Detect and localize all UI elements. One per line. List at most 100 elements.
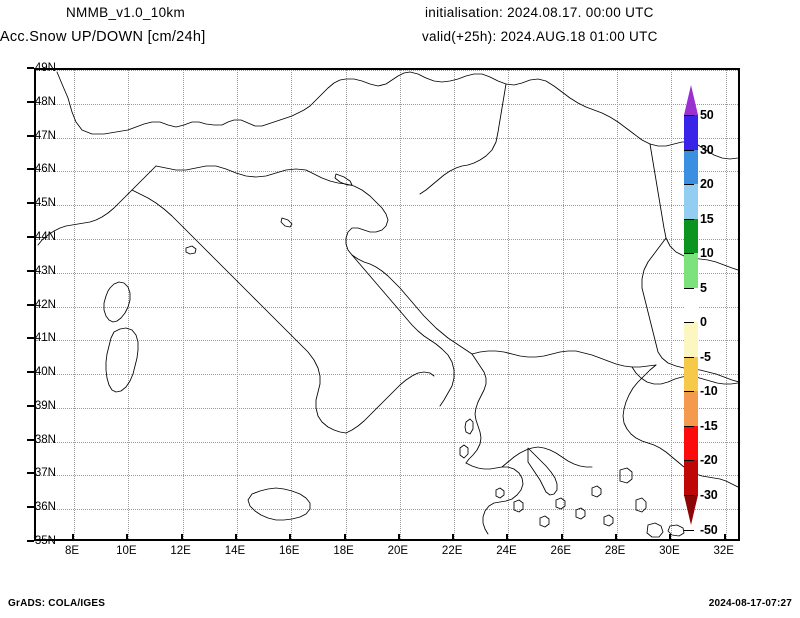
longitude-tick-label: 20E <box>387 545 409 557</box>
longitude-tick-label: 8E <box>64 545 80 557</box>
gridline-horizontal <box>36 509 738 511</box>
latitude-tick-mark <box>27 438 34 441</box>
colorbar-tick-mark <box>684 115 694 116</box>
latitude-tick-label: 37N <box>34 467 56 480</box>
gridline-horizontal <box>36 441 738 443</box>
colorbar-band <box>684 149 698 185</box>
colorbar-tick-label: -5 <box>700 349 711 364</box>
colorbar-tick-mark <box>684 218 694 220</box>
latitude-tick-mark <box>27 67 34 69</box>
latitude-tick-label: 35N <box>34 535 56 547</box>
latitude-tick-label: 45N <box>34 197 56 210</box>
gridline-vertical <box>345 70 347 539</box>
colorbar-tick-label: 50 <box>700 108 714 122</box>
gridline-horizontal <box>36 70 738 71</box>
longitude-tick-mark <box>452 534 455 541</box>
map-plot-frame <box>34 68 740 541</box>
colorbar-bands <box>684 85 698 525</box>
longitude-tick-label: 32E <box>713 545 734 557</box>
latitude-tick-label: 42N <box>34 298 56 311</box>
latitude-tick-label: 44N <box>34 230 56 243</box>
header: NMMB_v1.0_10km h Acc.Snow UP/DOWN [cm/24… <box>0 0 800 52</box>
colorbar-tick-label: 15 <box>700 211 714 226</box>
latitude-tick-mark <box>27 100 34 103</box>
longitude-tick-mark <box>234 534 237 541</box>
gridline-horizontal <box>36 103 738 105</box>
colorbar-tick-label: -10 <box>700 384 718 399</box>
longitude-tick-label: 12E <box>170 545 191 557</box>
gridline-vertical <box>562 70 564 539</box>
latitude-tick-mark <box>27 134 34 137</box>
colorbar-tick-mark <box>684 495 694 496</box>
longitude-tick-mark <box>669 534 672 541</box>
footer-credit: GrADS: COLA/IGES <box>8 598 106 609</box>
colorbar-band <box>684 218 698 254</box>
colorbar-tick-mark <box>684 425 694 427</box>
gridline-horizontal <box>36 374 738 376</box>
longitude-tick-label: 30E <box>659 545 680 557</box>
colorbar-tick-label: 30 <box>700 142 714 157</box>
latitude-tick-label: 38N <box>34 433 56 446</box>
colorbar-tick-label: 0 <box>700 315 707 330</box>
longitude-tick-label: 10E <box>116 545 137 557</box>
gridline-vertical <box>399 70 401 539</box>
latitude-tick-label: 48N <box>34 95 56 108</box>
colorbar-tick-mark <box>684 460 694 462</box>
colorbar-tick-label: -15 <box>700 418 718 433</box>
latitude-tick-label: 43N <box>34 264 56 277</box>
colorbar-band <box>684 287 698 323</box>
longitude-tick-label: 28E <box>604 545 626 557</box>
colorbar-tick-label: -20 <box>700 453 718 468</box>
longitude-tick-mark <box>615 534 618 541</box>
longitude-tick-mark <box>289 534 292 541</box>
initialisation-time: initialisation: 2024.08.17. 00:00 UTC <box>425 5 654 20</box>
coastline-overlay <box>36 70 738 539</box>
model-title: NMMB_v1.0_10km <box>66 5 185 20</box>
gridline-vertical <box>454 70 456 539</box>
gridline-vertical <box>508 70 510 539</box>
longitude-tick-label: 16E <box>279 545 300 557</box>
latitude-tick-label: 41N <box>34 332 56 345</box>
gridline-horizontal <box>36 238 738 240</box>
colorbar-tick-label: 5 <box>700 280 707 295</box>
colorbar-tick-mark <box>684 149 694 151</box>
colorbar-tick-label: -50 <box>700 522 718 537</box>
colorbar-tick-mark <box>684 253 694 255</box>
colorbar-band <box>684 184 698 219</box>
longitude-tick-label: 22E <box>441 545 463 557</box>
longitude-tick-mark <box>343 534 346 541</box>
longitude-tick-mark <box>506 534 509 541</box>
gridline-vertical <box>291 70 293 539</box>
colorbar-band <box>684 356 698 392</box>
latitude-tick-label: 49N <box>34 62 56 74</box>
gridline-horizontal <box>36 171 738 173</box>
longitude-tick-label: 24E <box>496 545 517 557</box>
colorbar-band <box>684 115 698 150</box>
colorbar-tick-mark <box>684 529 694 531</box>
gridline-horizontal <box>36 137 738 139</box>
longitude-tick-mark <box>723 534 726 541</box>
latitude-tick-label: 39N <box>34 399 56 412</box>
latitude-tick-mark <box>27 404 34 407</box>
colorbar-tick-mark <box>684 356 694 358</box>
colorbar-tick-mark <box>684 322 694 324</box>
latitude-tick-label: 36N <box>34 501 56 514</box>
coastlines <box>38 72 738 539</box>
latitude-tick-mark <box>27 168 34 171</box>
colorbar-band <box>684 460 698 495</box>
valid-time: valid(+25h): 2024.AUG.18 01:00 UTC <box>422 29 658 44</box>
colorbar-cap-top <box>684 85 698 115</box>
gridline-vertical <box>617 70 619 539</box>
longitude-tick-label: 18E <box>333 545 354 557</box>
longitude-tick-mark <box>72 534 74 541</box>
gridline-horizontal <box>36 407 738 409</box>
colorbar-band <box>684 391 698 426</box>
latitude-tick-mark <box>27 269 34 272</box>
latitude-tick-mark <box>27 235 34 238</box>
colorbar-band <box>684 425 698 461</box>
colorbar-tick-label: -30 <box>700 488 718 502</box>
colorbar-tick-mark <box>684 184 694 186</box>
longitude-tick-mark <box>397 534 400 541</box>
colorbar-band <box>684 253 698 288</box>
colorbar-tick-mark <box>684 391 694 393</box>
